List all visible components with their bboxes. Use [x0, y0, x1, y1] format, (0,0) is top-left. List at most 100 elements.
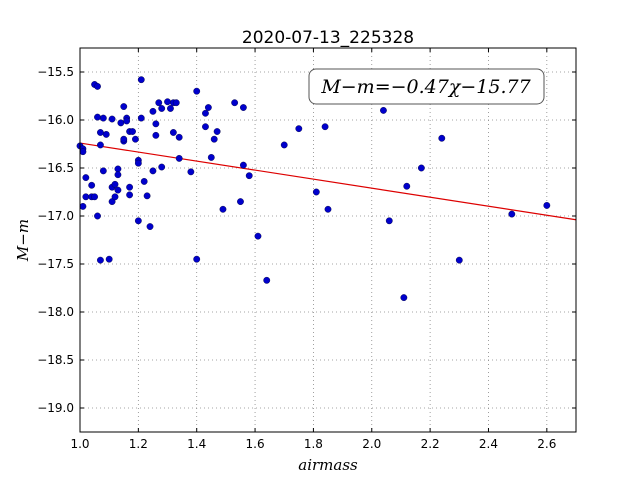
data-point	[210, 135, 218, 143]
data-point	[149, 167, 157, 175]
data-point	[129, 128, 136, 135]
data-point	[137, 76, 145, 84]
data-point	[82, 174, 90, 182]
data-point	[175, 154, 183, 162]
data-point	[132, 135, 139, 143]
fit-line-group	[79, 142, 577, 221]
data-point	[79, 202, 87, 210]
annotation-box	[308, 68, 545, 105]
data-point	[120, 135, 128, 143]
data-point	[403, 182, 411, 190]
data-point	[97, 129, 104, 136]
data-point	[114, 165, 122, 173]
x-axis-label: airmass	[298, 456, 358, 474]
data-point	[438, 134, 446, 142]
data-point	[155, 99, 163, 107]
data-point	[239, 161, 247, 169]
data-point	[134, 217, 142, 225]
data-point	[187, 168, 195, 176]
data-point	[158, 163, 166, 171]
data-point	[114, 171, 122, 179]
x-tick-label: 1.2	[129, 437, 148, 451]
data-point	[239, 104, 247, 111]
data-point	[126, 183, 134, 191]
data-point	[324, 205, 332, 213]
data-point	[167, 105, 174, 112]
grid	[79, 48, 576, 432]
y-tick-label: −18.0	[37, 305, 74, 319]
x-tick-label: 2.4	[479, 437, 498, 451]
data-point	[263, 276, 271, 284]
data-point	[312, 188, 320, 196]
data-point	[123, 117, 131, 125]
data-point	[94, 83, 101, 90]
equation-annotation: M−m=−0.47χ−15.77	[308, 68, 545, 105]
data-point	[111, 180, 119, 188]
plot-area-frame	[79, 47, 577, 433]
y-tick-label: −15.5	[37, 65, 74, 79]
y-tick-label: −18.5	[37, 353, 74, 367]
data-point	[193, 255, 201, 263]
x-tick-label: 1.8	[304, 437, 323, 451]
y-tick-label: −17.5	[37, 257, 74, 271]
data-point	[164, 98, 171, 106]
data-point	[254, 232, 262, 240]
data-point	[295, 125, 303, 133]
data-point	[207, 154, 215, 161]
data-point	[111, 193, 119, 201]
data-point	[385, 217, 393, 225]
data-point	[231, 99, 239, 107]
y-axis-label: M−m	[14, 219, 32, 262]
data-point	[140, 178, 148, 185]
data-point	[219, 205, 227, 213]
y-tick-label: −17.0	[37, 209, 74, 223]
x-tick-label: 2.6	[537, 437, 556, 451]
data-point	[158, 105, 166, 112]
data-point	[91, 193, 98, 201]
data-point	[97, 256, 104, 264]
data-points	[76, 76, 551, 301]
x-tick-label: 2.2	[421, 437, 440, 451]
data-point	[99, 167, 107, 175]
data-point	[88, 181, 96, 189]
data-point	[108, 115, 116, 123]
data-point	[169, 129, 177, 136]
x-tick-label: 1.0	[70, 437, 89, 451]
data-point	[114, 186, 122, 194]
data-point	[237, 198, 244, 206]
data-point	[400, 294, 408, 301]
data-point	[137, 114, 145, 122]
data-point	[99, 114, 107, 122]
data-point	[146, 223, 154, 230]
data-point	[280, 141, 288, 149]
data-point	[143, 192, 151, 200]
data-point	[380, 107, 387, 114]
data-point	[102, 130, 110, 138]
data-point	[82, 193, 90, 201]
y-tick-label: −16.5	[37, 161, 74, 175]
data-point	[149, 107, 157, 115]
x-tick-label: 1.6	[246, 437, 265, 451]
data-point	[97, 141, 104, 149]
data-point	[152, 131, 160, 139]
data-point	[79, 148, 87, 156]
data-point	[508, 210, 516, 218]
data-point	[94, 113, 101, 121]
data-point	[105, 255, 113, 263]
y-tick-label: −19.0	[37, 401, 74, 415]
data-point	[455, 256, 463, 264]
data-point	[172, 99, 180, 107]
data-point	[193, 87, 201, 95]
data-point	[417, 164, 425, 172]
y-tick-label: −16.0	[37, 113, 74, 127]
data-point	[120, 103, 128, 110]
x-tick-label: 1.4	[187, 437, 206, 451]
chart-title: 2020-07-13_225328	[242, 28, 414, 48]
data-point	[94, 212, 101, 220]
data-point	[175, 133, 183, 141]
data-point	[134, 159, 142, 167]
axis-ticks: 1.0 1.2 1.4 1.6 1.8 2.0 2.2 2.4 2.6 −15.5 −16.0 −16…	[37, 48, 576, 451]
fit-line	[79, 142, 577, 221]
data-point	[202, 123, 209, 131]
